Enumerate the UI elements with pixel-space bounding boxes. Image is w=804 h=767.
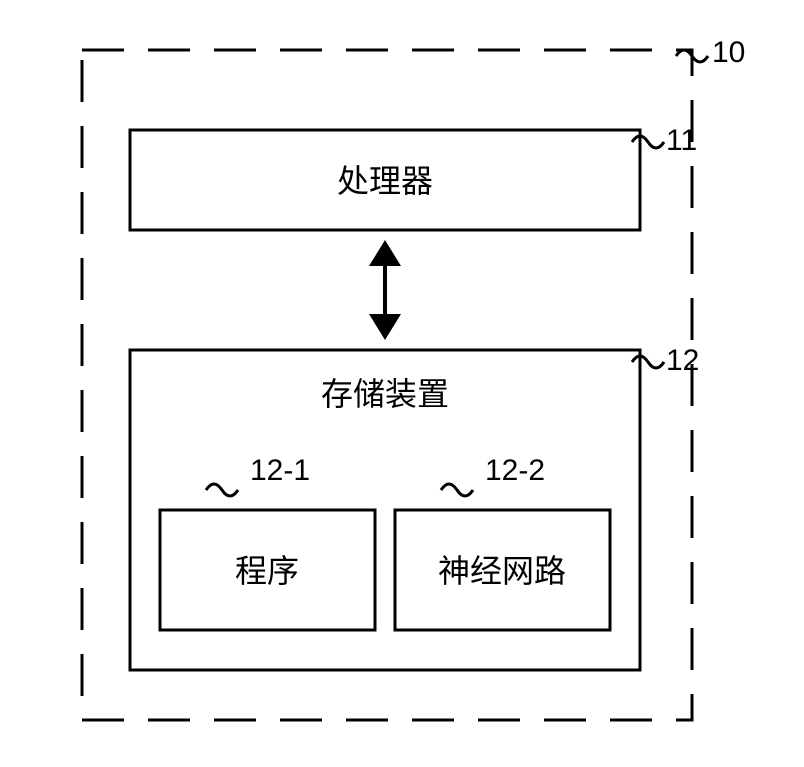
neural-leader	[441, 484, 473, 496]
processor-leader	[632, 136, 664, 148]
bidirectional-arrow	[369, 240, 401, 340]
program-leader	[206, 484, 238, 496]
storage-label: 存储装置	[321, 376, 449, 412]
outer-ref-label: 10	[712, 36, 745, 69]
storage-leader	[632, 356, 664, 368]
neural-label: 神经网路	[438, 553, 566, 589]
block-diagram: 10 处理器 11 存储装置 12 程序 12-1 神经网路 12-2	[0, 0, 804, 767]
processor-ref-label: 11	[666, 124, 697, 157]
program-ref-label: 12-1	[250, 454, 310, 487]
processor-label: 处理器	[337, 163, 433, 199]
program-label: 程序	[235, 553, 299, 589]
neural-ref-label: 12-2	[485, 454, 545, 487]
storage-ref-label: 12	[666, 344, 699, 377]
